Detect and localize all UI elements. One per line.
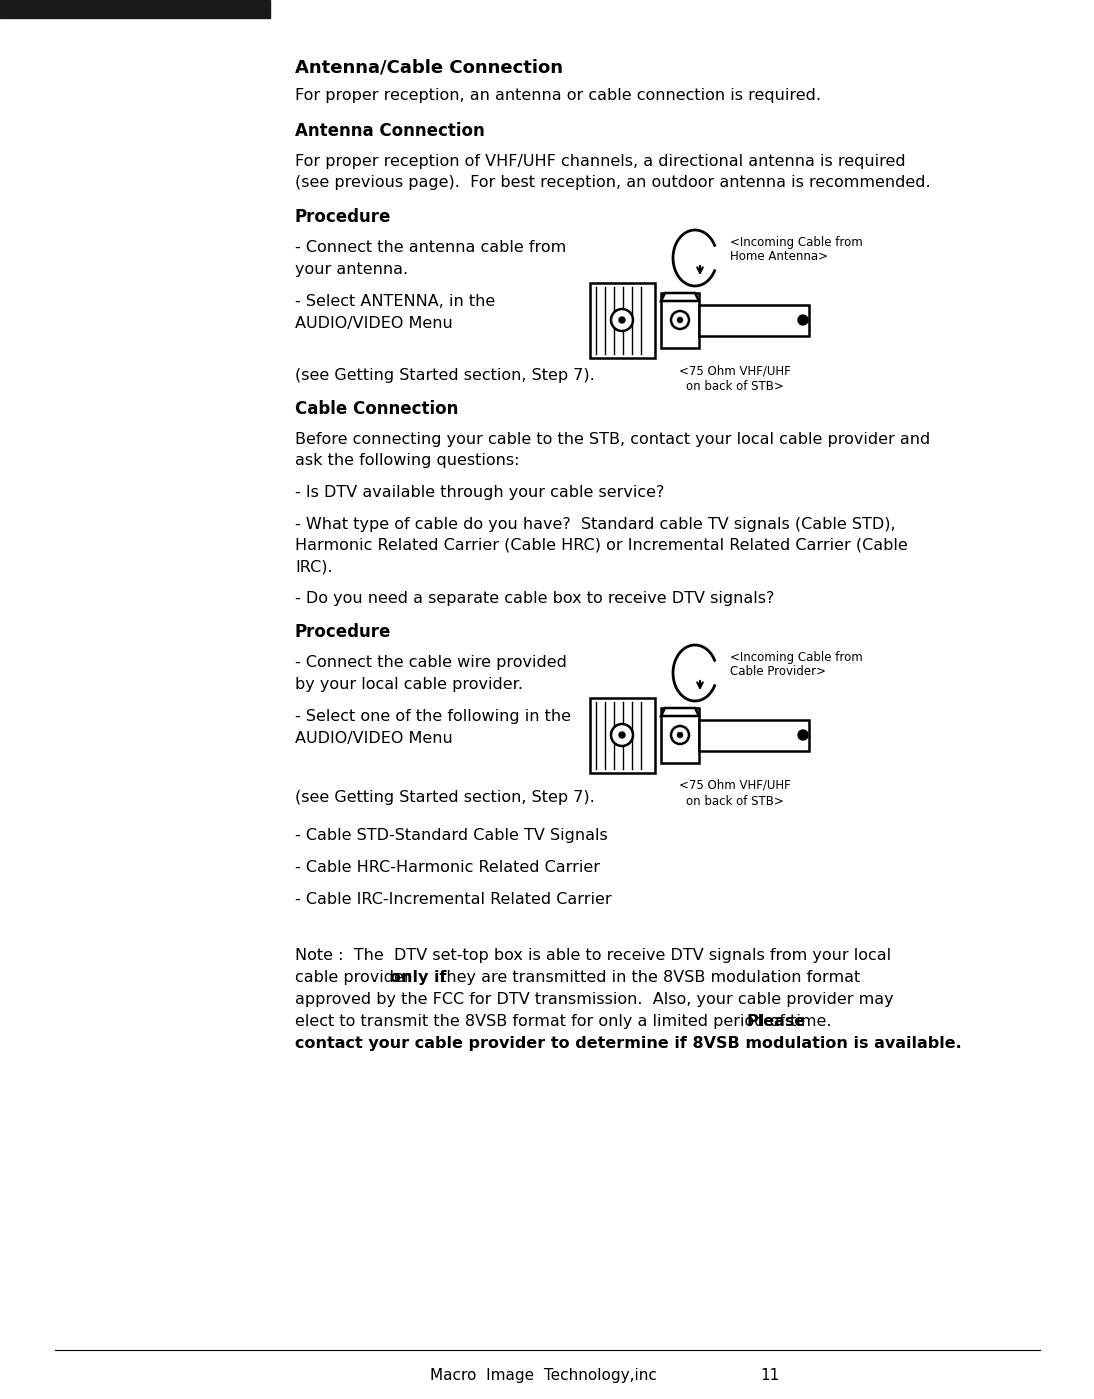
Text: 11: 11 (760, 1368, 779, 1384)
Circle shape (798, 730, 808, 740)
Text: <Incoming Cable from: <Incoming Cable from (730, 236, 863, 249)
Text: - Do you need a separate cable box to receive DTV signals?: - Do you need a separate cable box to re… (295, 590, 775, 606)
Text: AUDIO/VIDEO Menu: AUDIO/VIDEO Menu (295, 732, 453, 746)
Text: <75 Ohm VHF/UHF: <75 Ohm VHF/UHF (679, 779, 791, 792)
Text: <Incoming Cable from: <Incoming Cable from (730, 651, 863, 665)
Text: Before connecting your cable to the STB, contact your local cable provider and: Before connecting your cable to the STB,… (295, 432, 930, 448)
Bar (661, 292, 699, 348)
Circle shape (677, 733, 683, 737)
Text: on back of STB>: on back of STB> (686, 795, 784, 809)
Text: - Cable STD-Standard Cable TV Signals: - Cable STD-Standard Cable TV Signals (295, 828, 608, 844)
Text: - Cable IRC-Incremental Related Carrier: - Cable IRC-Incremental Related Carrier (295, 893, 612, 907)
Text: elect to transmit the 8VSB format for only a limited period of time.: elect to transmit the 8VSB format for on… (295, 1014, 841, 1030)
Bar (699, 720, 808, 751)
Text: Antenna/Cable Connection: Antenna/Cable Connection (295, 57, 563, 76)
Text: on back of STB>: on back of STB> (686, 381, 784, 393)
Text: <75 Ohm VHF/UHF: <75 Ohm VHF/UHF (679, 364, 791, 376)
Text: Home Antenna>: Home Antenna> (730, 250, 828, 263)
Bar (0, 0, 270, 18)
Text: IRC).: IRC). (295, 560, 333, 574)
Text: (see Getting Started section, Step 7).: (see Getting Started section, Step 7). (295, 368, 595, 383)
Circle shape (612, 725, 633, 746)
Text: cable provider: cable provider (295, 970, 416, 985)
Text: your antenna.: your antenna. (295, 262, 408, 277)
Bar (590, 283, 655, 358)
Text: Note :  The  DTV set-top box is able to receive DTV signals from your local: Note : The DTV set-top box is able to re… (295, 949, 892, 963)
Text: Cable Connection: Cable Connection (295, 400, 458, 418)
Text: - Select one of the following in the: - Select one of the following in the (295, 709, 571, 725)
Text: (see Getting Started section, Step 7).: (see Getting Started section, Step 7). (295, 790, 595, 804)
Text: Procedure: Procedure (295, 623, 392, 641)
Text: ask the following questions:: ask the following questions: (295, 453, 520, 469)
Text: - Cable HRC-Harmonic Related Carrier: - Cable HRC-Harmonic Related Carrier (295, 860, 600, 874)
Circle shape (671, 726, 689, 744)
Text: only if: only if (389, 970, 446, 985)
Text: - Is DTV available through your cable service?: - Is DTV available through your cable se… (295, 485, 664, 499)
Text: - Select ANTENNA, in the: - Select ANTENNA, in the (295, 294, 496, 309)
Bar (699, 305, 808, 336)
Text: For proper reception, an antenna or cable connection is required.: For proper reception, an antenna or cabl… (295, 88, 820, 104)
Circle shape (619, 732, 625, 739)
Circle shape (677, 318, 683, 323)
Text: - Connect the cable wire provided: - Connect the cable wire provided (295, 655, 567, 670)
Text: Please: Please (746, 1014, 805, 1030)
Bar (661, 708, 699, 762)
Text: contact your cable provider to determine if 8VSB modulation is available.: contact your cable provider to determine… (295, 1037, 962, 1051)
Circle shape (619, 318, 625, 323)
Text: Cable Provider>: Cable Provider> (730, 665, 826, 679)
Text: by your local cable provider.: by your local cable provider. (295, 677, 523, 693)
Circle shape (798, 315, 808, 325)
Text: approved by the FCC for DTV transmission.  Also, your cable provider may: approved by the FCC for DTV transmission… (295, 992, 894, 1007)
Circle shape (671, 311, 689, 329)
Text: Macro  Image  Technology,inc: Macro Image Technology,inc (430, 1368, 656, 1384)
Text: Harmonic Related Carrier (Cable HRC) or Incremental Related Carrier (Cable: Harmonic Related Carrier (Cable HRC) or … (295, 539, 908, 553)
Text: Antenna Connection: Antenna Connection (295, 122, 485, 140)
Text: For proper reception of VHF/UHF channels, a directional antenna is required: For proper reception of VHF/UHF channels… (295, 154, 906, 169)
Polygon shape (661, 292, 699, 301)
Text: (see previous page).  For best reception, an outdoor antenna is recommended.: (see previous page). For best reception,… (295, 175, 931, 190)
Circle shape (612, 309, 633, 332)
Polygon shape (661, 708, 699, 716)
Text: - What type of cable do you have?  Standard cable TV signals (Cable STD),: - What type of cable do you have? Standa… (295, 518, 896, 532)
Text: Procedure: Procedure (295, 208, 392, 227)
Text: - Connect the antenna cable from: - Connect the antenna cable from (295, 241, 567, 255)
Text: they are transmitted in the 8VSB modulation format: they are transmitted in the 8VSB modulat… (435, 970, 860, 985)
Text: AUDIO/VIDEO Menu: AUDIO/VIDEO Menu (295, 316, 453, 332)
Bar (590, 698, 655, 774)
